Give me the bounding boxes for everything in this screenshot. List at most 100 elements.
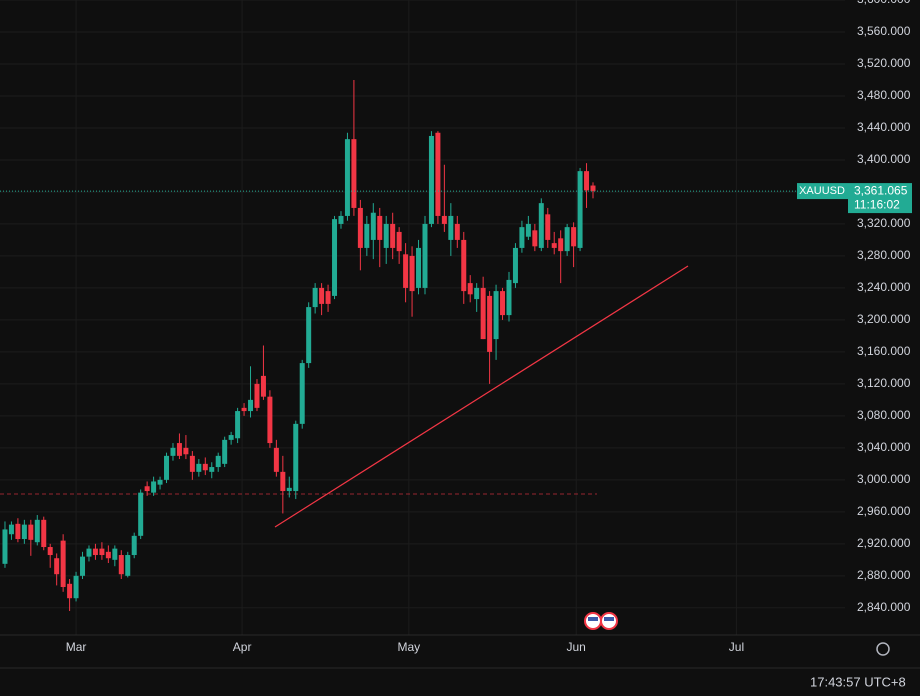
candle-body <box>306 307 312 364</box>
candle-body <box>157 479 163 485</box>
candle-body <box>435 132 441 216</box>
x-tick-label: Apr <box>233 640 252 654</box>
last-price-tag <box>848 183 912 214</box>
candle-body <box>183 447 189 455</box>
candle-body <box>383 223 389 248</box>
candle-body <box>338 215 344 224</box>
candle-body <box>189 455 195 472</box>
candle-body <box>474 287 480 300</box>
flag-part <box>588 617 598 621</box>
event-icons[interactable] <box>584 612 618 630</box>
y-tick-label: 3,040.000 <box>857 440 911 454</box>
y-tick-label: 3,240.000 <box>857 280 911 294</box>
candle-body <box>86 548 92 557</box>
candle-body <box>545 214 551 240</box>
candle-body <box>532 230 538 247</box>
candle-body <box>131 535 137 556</box>
y-tick-label: 3,160.000 <box>857 344 911 358</box>
candle-body <box>125 555 131 576</box>
candle-body <box>105 551 111 559</box>
candle-body <box>176 443 182 456</box>
candle-body <box>558 238 564 252</box>
candle-body <box>151 481 157 493</box>
candles <box>2 79 596 612</box>
candle-body <box>293 423 299 492</box>
candle-body <box>454 223 460 240</box>
candle-body <box>144 486 150 492</box>
candle-body <box>8 524 14 535</box>
countdown-label: 11:16:02 <box>854 197 900 211</box>
x-tick-label: Mar <box>66 640 87 654</box>
candle-body <box>138 492 144 536</box>
last-price-label: 3,361.065 <box>854 183 908 197</box>
candle-body <box>215 455 221 468</box>
candle-body <box>325 291 331 304</box>
trend-line <box>274 265 689 528</box>
candle-body <box>525 223 531 237</box>
candle-body <box>267 396 273 444</box>
candle-body <box>409 255 415 292</box>
clock: 17:43:57 UTC+8 <box>810 674 906 689</box>
candle-body <box>41 519 47 548</box>
candle-body <box>222 439 228 464</box>
y-tick-label: 3,480.000 <box>857 88 911 102</box>
y-tick-label: 3,520.000 <box>857 56 911 70</box>
candle-body <box>590 185 596 192</box>
candle-body <box>47 547 53 556</box>
x-tick-label: Jun <box>567 640 586 654</box>
candle-body <box>209 467 215 472</box>
candle-body <box>312 287 318 308</box>
candle-body <box>480 287 486 340</box>
candle-body <box>15 523 21 540</box>
candle-body <box>493 291 499 340</box>
candle-body <box>332 219 338 296</box>
candle-body <box>357 207 363 248</box>
candle-body <box>571 227 577 247</box>
y-tick-label: 3,120.000 <box>857 376 911 390</box>
candle-body <box>403 254 409 288</box>
candle-body <box>500 291 506 316</box>
candle-body <box>390 223 396 248</box>
y-tick-label: 3,400.000 <box>857 152 911 166</box>
candle-body <box>80 556 86 576</box>
candle-body <box>118 555 124 575</box>
candle-body <box>577 171 583 248</box>
candle-body <box>73 575 79 599</box>
candle-body <box>538 203 544 248</box>
candle-body <box>254 383 260 408</box>
y-tick-label: 3,600.000 <box>857 0 911 6</box>
settings-icon[interactable] <box>876 642 890 656</box>
candle-body <box>564 227 570 252</box>
y-tick-label: 2,840.000 <box>857 600 911 614</box>
y-tick-label: 3,440.000 <box>857 120 911 134</box>
candle-body <box>467 283 473 295</box>
candle-body <box>319 287 325 304</box>
candle-body <box>60 540 66 588</box>
candle-body <box>235 411 241 439</box>
candle-body <box>112 548 118 560</box>
candle-body <box>584 171 590 191</box>
flag-part <box>604 617 614 621</box>
x-tick-label: May <box>397 640 420 654</box>
candle-body <box>370 212 376 240</box>
candle-body <box>364 223 370 248</box>
x-tick-label: Jul <box>729 640 744 654</box>
candle-body <box>487 295 493 352</box>
y-tick-label: 2,960.000 <box>857 504 911 518</box>
candle-body <box>448 215 454 240</box>
candle-body <box>54 558 60 575</box>
symbol-tag-label: XAUUSD <box>799 185 845 197</box>
symbol-tag <box>797 183 848 200</box>
candle-body <box>196 463 202 472</box>
y-tick-label: 3,560.000 <box>857 24 911 38</box>
y-tick-label: 3,200.000 <box>857 312 911 326</box>
candle-body <box>422 223 428 288</box>
candle-body <box>202 463 208 471</box>
y-tick-label: 3,320.000 <box>857 216 911 230</box>
candle-body <box>273 447 279 472</box>
candle-body <box>344 139 350 216</box>
candle-body <box>164 455 170 480</box>
candle-body <box>228 435 234 440</box>
candle-body <box>519 227 525 248</box>
candle-body <box>396 231 402 252</box>
